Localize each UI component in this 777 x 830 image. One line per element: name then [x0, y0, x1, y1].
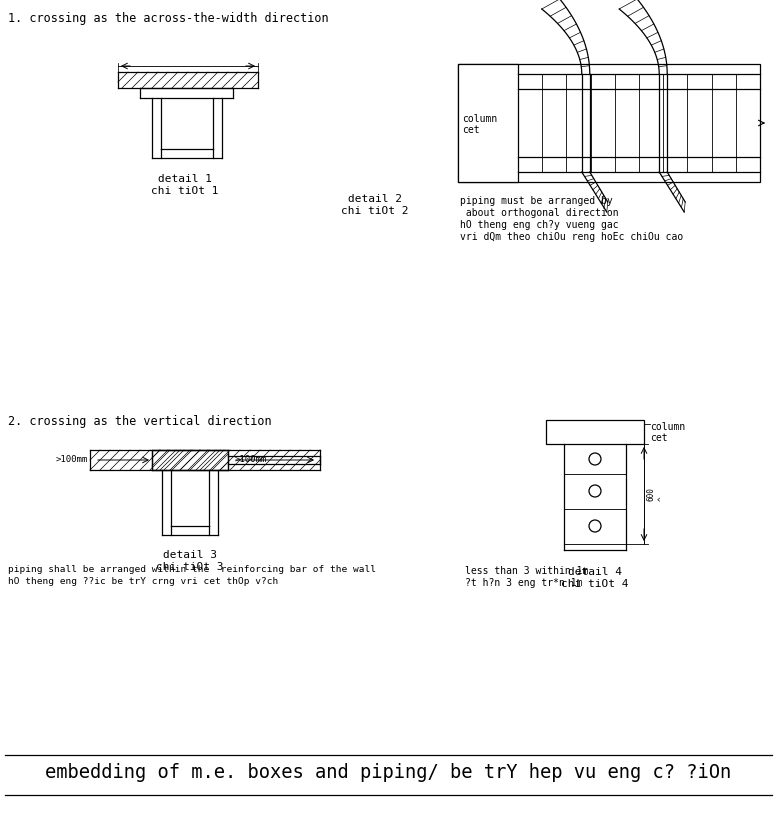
Text: embedding of m.e. boxes and piping/ be trY hep vu eng c? ?iOn: embedding of m.e. boxes and piping/ be t… [45, 763, 731, 782]
Bar [458, 64, 760, 182]
Text: >100mm: >100mm [235, 456, 267, 465]
Text: less than 3 within 1m: less than 3 within 1m [465, 566, 588, 576]
Text: piping shall be arranged within the  reinforcing bar of the wall: piping shall be arranged within the rein… [8, 565, 376, 574]
Text: 600
^: 600 ^ [647, 487, 667, 501]
Text: column: column [650, 422, 685, 432]
Text: piping must be arranged by: piping must be arranged by [460, 196, 613, 206]
Bar [458, 64, 518, 182]
Text: cet: cet [650, 433, 667, 443]
Bar [546, 420, 644, 444]
Text: chi tiOt 2: chi tiOt 2 [341, 206, 409, 216]
Text: chi tiOt 4: chi tiOt 4 [561, 579, 629, 589]
Text: detail 3: detail 3 [163, 550, 217, 560]
Bar [152, 450, 228, 470]
Text: chi tiOt 1: chi tiOt 1 [152, 186, 219, 196]
Text: cet: cet [462, 124, 479, 134]
Text: ?t h?n 3 eng tr*n 1m: ?t h?n 3 eng tr*n 1m [465, 578, 583, 588]
Text: detail 4: detail 4 [568, 567, 622, 577]
Text: hO theng eng ch?y vueng gac: hO theng eng ch?y vueng gac [460, 220, 618, 230]
Text: hO theng eng ??ic be trY crng vri cet thOp v?ch: hO theng eng ??ic be trY crng vri cet th… [8, 577, 278, 586]
Text: chi tiOt 3: chi tiOt 3 [156, 562, 224, 572]
Text: 2. crossing as the vertical direction: 2. crossing as the vertical direction [8, 415, 272, 428]
Text: about orthogonal direction: about orthogonal direction [460, 208, 618, 218]
Text: column: column [462, 114, 497, 124]
Text: >100mm: >100mm [56, 456, 88, 465]
Text: 1. crossing as the across-the-width direction: 1. crossing as the across-the-width dire… [8, 12, 329, 25]
Text: vri dQm theo chiOu reng hoEc chiOu cao: vri dQm theo chiOu reng hoEc chiOu cao [460, 232, 683, 242]
Text: detail 2: detail 2 [348, 194, 402, 204]
Text: detail 1: detail 1 [158, 174, 212, 184]
